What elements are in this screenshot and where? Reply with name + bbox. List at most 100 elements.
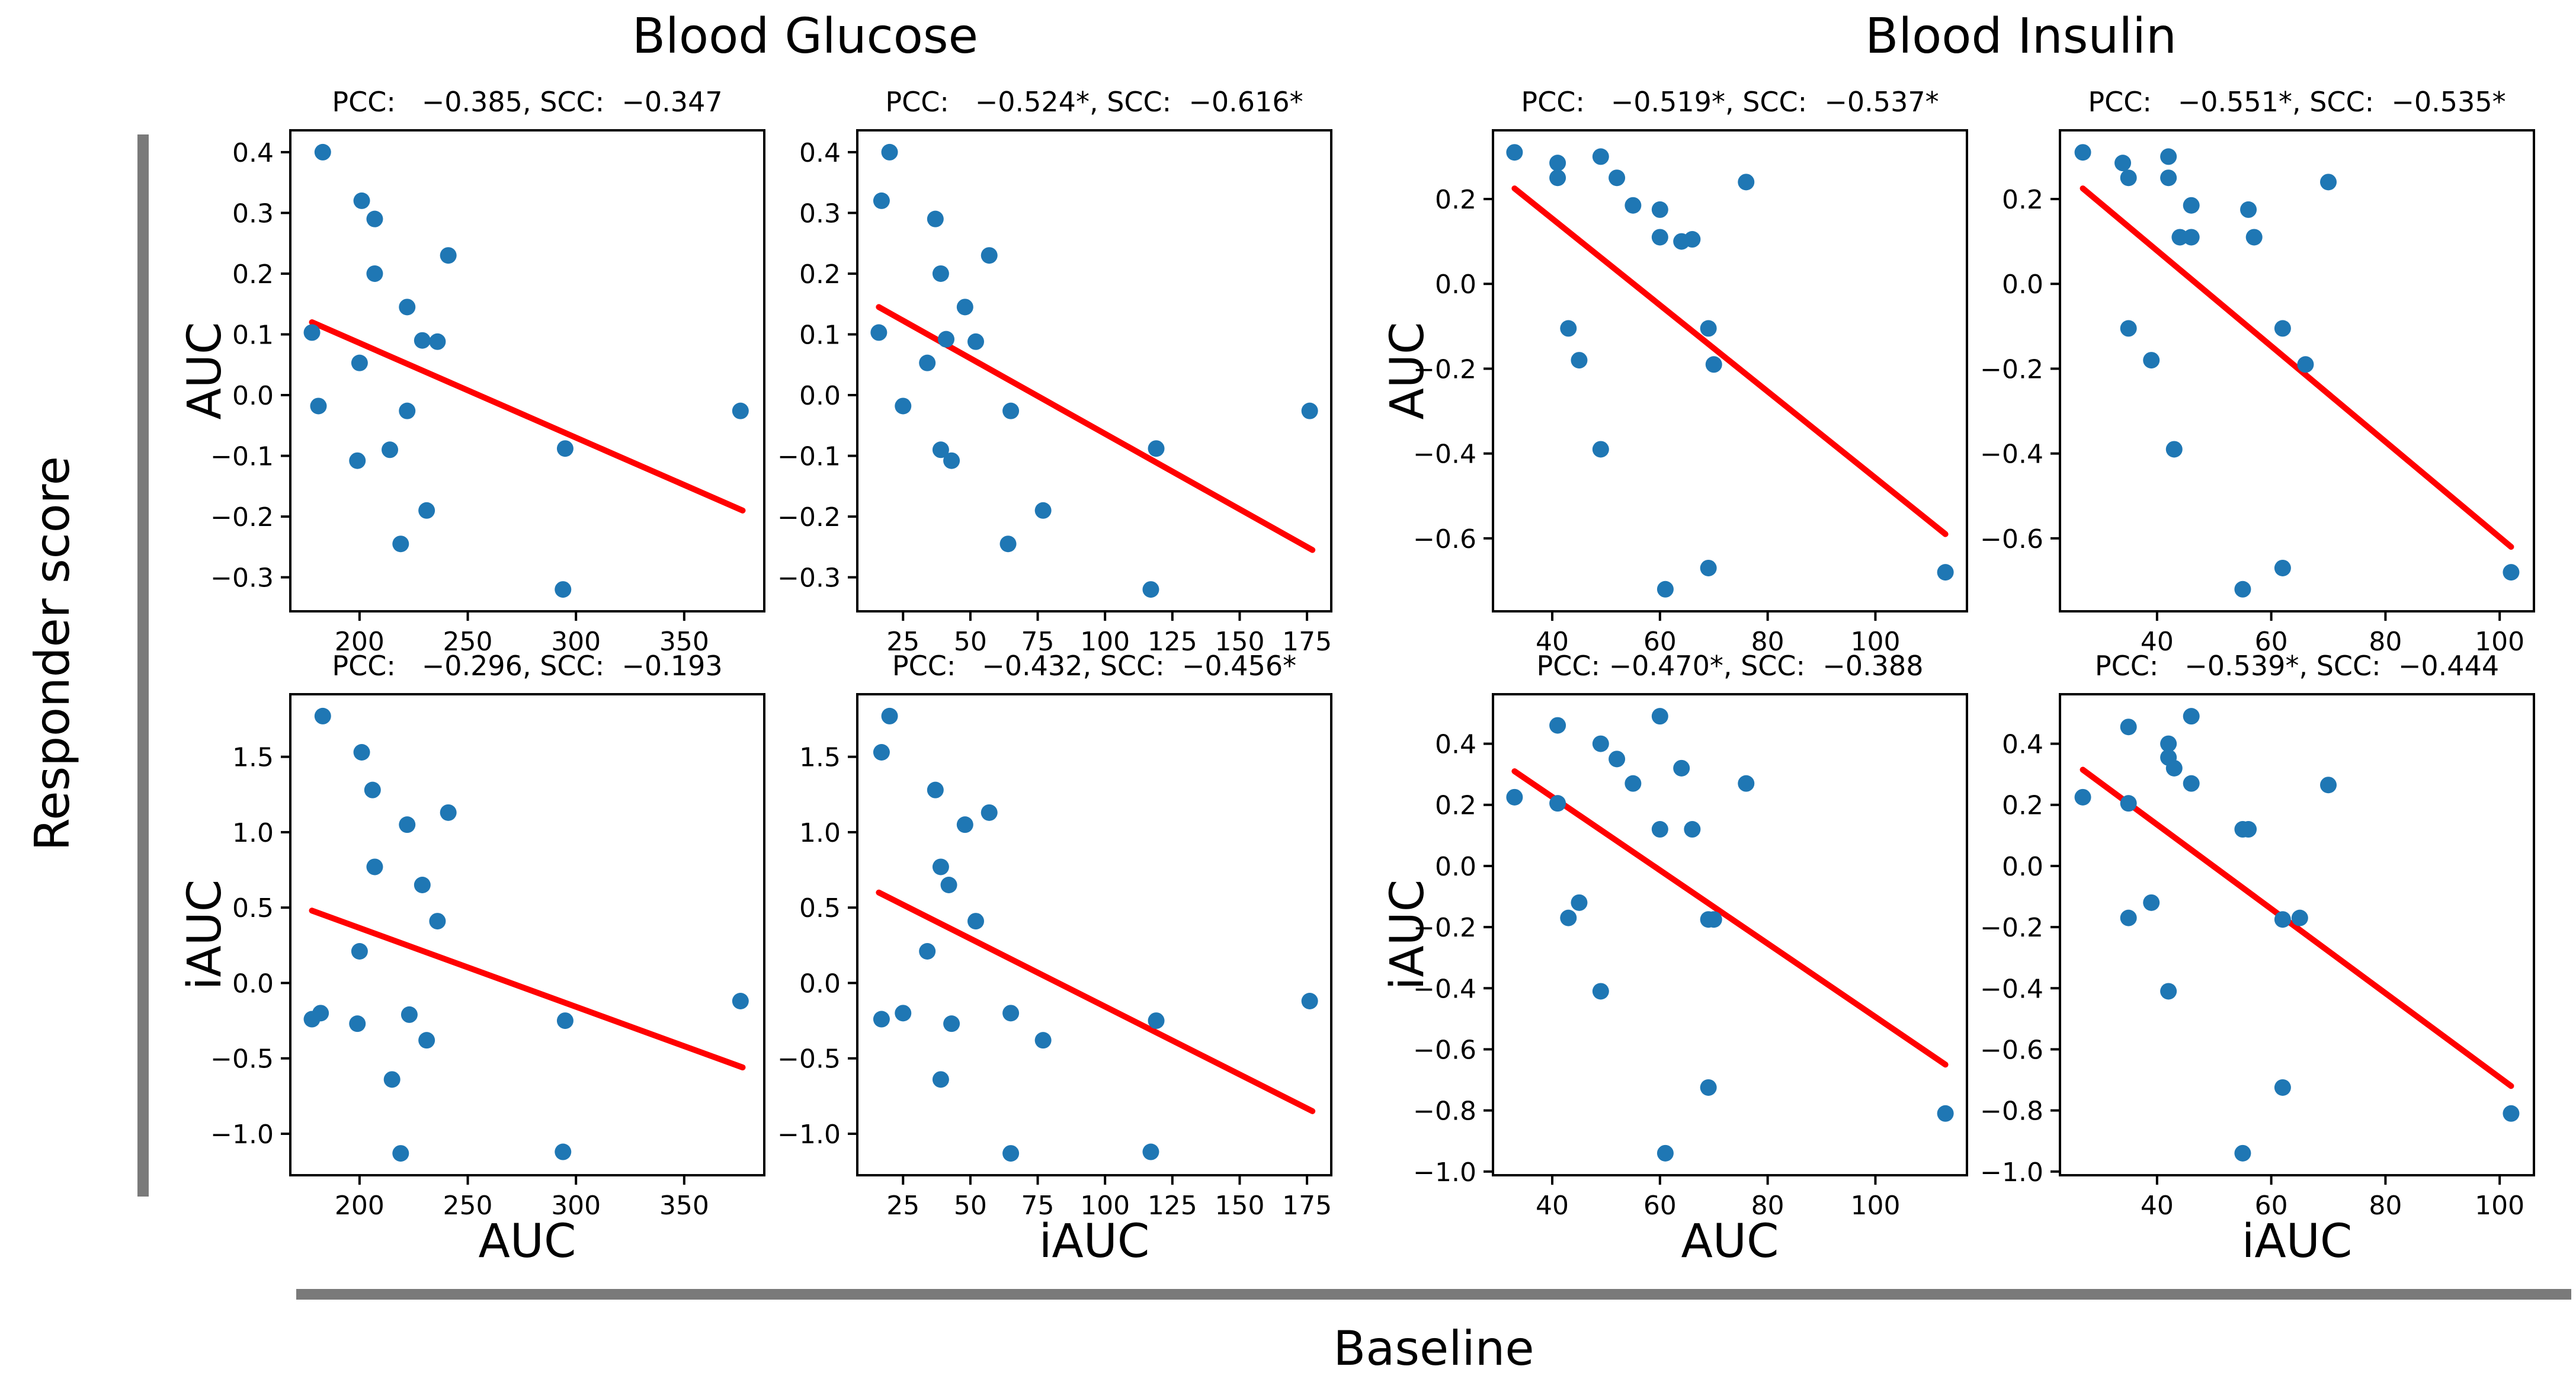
scatter-plot-glucose-iauc-vs-iauc: PCC: −0.432, SCC: −0.456* iAUC 25 50 75 100… bbox=[777, 650, 1332, 1264]
plot-border bbox=[1492, 129, 1968, 612]
x-tick-label: 150 bbox=[1215, 1191, 1264, 1221]
plot-title: PCC: −0.539*, SCC: −0.444 bbox=[2095, 650, 2499, 682]
data-point bbox=[2297, 356, 2314, 373]
data-point bbox=[873, 744, 890, 761]
x-tick-label: 100 bbox=[1850, 1191, 1900, 1221]
data-point bbox=[2114, 155, 2132, 172]
data-point bbox=[1506, 144, 1523, 161]
x-tick-label: 80 bbox=[2369, 627, 2402, 657]
data-point bbox=[2120, 320, 2137, 337]
data-point bbox=[1700, 320, 1717, 337]
data-point bbox=[392, 1145, 409, 1162]
regression-line bbox=[876, 889, 1316, 1114]
y-tick-label: −0.2 bbox=[1413, 354, 1476, 384]
x-tick-label: 350 bbox=[659, 627, 709, 657]
data-point bbox=[2320, 777, 2337, 794]
data-point bbox=[932, 441, 949, 458]
y-axis-label: AUC bbox=[178, 322, 232, 420]
x-tick-label: 25 bbox=[886, 1191, 919, 1221]
data-point bbox=[1651, 708, 1668, 725]
x-tick-label: 60 bbox=[1643, 627, 1677, 657]
data-point bbox=[303, 1011, 321, 1028]
data-point bbox=[399, 299, 416, 316]
baseline-axis-bar bbox=[296, 1289, 2571, 1300]
x-tick-label: 80 bbox=[1751, 1191, 1784, 1221]
data-point bbox=[556, 440, 573, 457]
plot-border bbox=[2059, 129, 2535, 612]
y-tick-label: −0.2 bbox=[1980, 913, 2043, 943]
data-point bbox=[981, 247, 998, 264]
y-tick-label: −0.2 bbox=[1980, 354, 2043, 384]
data-point bbox=[1002, 1005, 1020, 1022]
data-point bbox=[364, 781, 381, 798]
data-point bbox=[2320, 174, 2337, 191]
data-point bbox=[2160, 148, 2177, 165]
y-tick-label: 0.4 bbox=[2002, 730, 2043, 760]
y-tick-label: 0.2 bbox=[2002, 791, 2043, 821]
data-point bbox=[440, 804, 457, 821]
baseline-axis-label: Baseline bbox=[1333, 1321, 1534, 1376]
data-point bbox=[1700, 1079, 1717, 1096]
y-tick-label: 0.0 bbox=[1435, 852, 1476, 882]
y-tick-label: 0.0 bbox=[799, 381, 841, 411]
y-tick-label: 0.3 bbox=[799, 198, 841, 229]
data-point bbox=[1571, 352, 1588, 369]
data-point bbox=[1560, 320, 1577, 337]
scatter-plot-glucose-iauc-vs-auc: PCC: −0.296, SCC: −0.193 iAUC AUC 200 250… bbox=[178, 650, 765, 1264]
scatter-plot-insulin-auc-vs-auc: PCC: −0.519*, SCC: −0.537* AUC 40 60 80 100… bbox=[1381, 86, 1968, 657]
data-point bbox=[1609, 751, 1626, 768]
data-point bbox=[1301, 402, 1318, 419]
data-point bbox=[1625, 197, 1642, 214]
data-point bbox=[2120, 719, 2137, 736]
data-point bbox=[418, 1032, 435, 1049]
data-point bbox=[349, 452, 366, 469]
data-point bbox=[1142, 581, 1159, 598]
data-point bbox=[2503, 564, 2520, 581]
data-point bbox=[943, 1015, 960, 1032]
x-tick-label: 200 bbox=[335, 627, 385, 657]
x-tick-label: 100 bbox=[2475, 627, 2524, 657]
data-point bbox=[2183, 229, 2200, 246]
data-point bbox=[1549, 169, 1566, 187]
x-tick-label: 125 bbox=[1148, 627, 1197, 657]
data-point bbox=[399, 402, 416, 419]
responder-score-axis-bar bbox=[137, 134, 149, 1197]
data-point bbox=[1705, 356, 1722, 373]
subplot-glucose-auc-vs-iauc: PCC: −0.524*, SCC: −0.616* 25 50 75 100 125 1… bbox=[745, 77, 1361, 700]
y-tick-label: −1.0 bbox=[1413, 1157, 1476, 1188]
y-axis-label: iAUC bbox=[178, 880, 232, 990]
x-tick-label: 50 bbox=[954, 627, 987, 657]
data-point bbox=[314, 707, 331, 724]
data-point bbox=[2183, 775, 2200, 792]
y-tick-label: −0.1 bbox=[210, 442, 274, 472]
data-point bbox=[873, 192, 890, 209]
x-axis-label: iAUC bbox=[1039, 1215, 1150, 1264]
x-tick-label: 40 bbox=[2141, 627, 2174, 657]
data-point bbox=[1592, 441, 1609, 458]
data-point bbox=[1549, 795, 1566, 812]
data-point bbox=[1657, 1144, 1674, 1162]
data-point bbox=[873, 1011, 890, 1028]
data-point bbox=[2240, 821, 2257, 838]
x-axis-label: AUC bbox=[1681, 1215, 1779, 1264]
y-tick-label: 0.0 bbox=[2002, 270, 2043, 300]
data-point bbox=[895, 397, 912, 415]
y-axis-label: iAUC bbox=[1381, 880, 1434, 990]
data-point bbox=[414, 877, 431, 893]
data-point bbox=[349, 1015, 366, 1032]
regression-line bbox=[1511, 768, 1949, 1068]
x-tick-label: 100 bbox=[2475, 1191, 2524, 1221]
data-point bbox=[1002, 1145, 1020, 1162]
data-point bbox=[1657, 581, 1674, 598]
x-tick-label: 125 bbox=[1148, 1191, 1197, 1221]
data-point bbox=[429, 333, 446, 350]
data-point bbox=[1705, 911, 1722, 928]
data-point bbox=[999, 535, 1017, 553]
data-point bbox=[2291, 909, 2308, 926]
data-point bbox=[2120, 795, 2137, 812]
x-tick-label: 40 bbox=[1536, 627, 1569, 657]
data-point bbox=[366, 210, 383, 227]
y-tick-label: 0.2 bbox=[232, 259, 274, 290]
data-point bbox=[383, 1071, 401, 1088]
data-point bbox=[556, 1012, 573, 1030]
